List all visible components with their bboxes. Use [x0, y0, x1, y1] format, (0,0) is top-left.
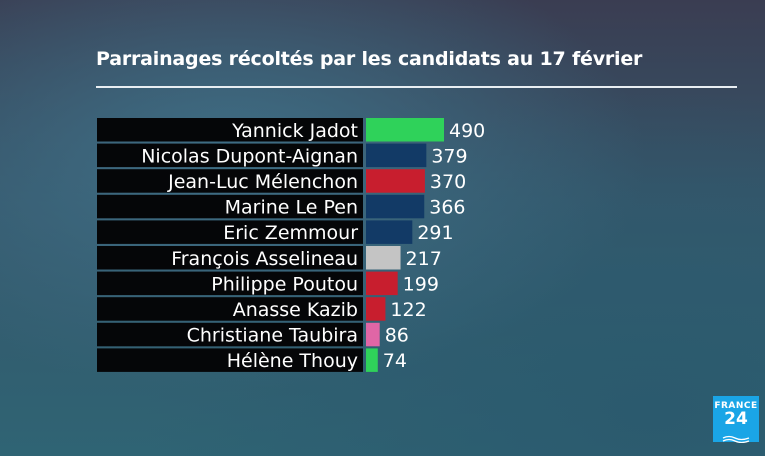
chart-title: Parrainages récoltés par les candidats a… — [96, 48, 643, 70]
category-label: Hélène Thouy — [227, 350, 358, 372]
france24-logo: FRANCE 24 — [713, 396, 759, 444]
value-label: 122 — [390, 299, 426, 321]
value-label: 86 — [385, 325, 409, 347]
title-divider — [96, 86, 737, 88]
bar — [366, 297, 386, 321]
category-label: Eric Zemmour — [223, 222, 358, 244]
logo-line2: 24 — [724, 409, 748, 429]
label-background — [97, 348, 363, 372]
label-background — [97, 220, 363, 244]
bar — [366, 322, 380, 347]
label-background — [97, 194, 363, 219]
waves-icon — [722, 435, 750, 444]
value-label: 490 — [449, 120, 485, 142]
value-label: 74 — [383, 350, 407, 372]
value-label: 217 — [406, 248, 442, 270]
category-label: Christiane Taubira — [187, 325, 358, 347]
category-label: François Asselineau — [171, 248, 358, 270]
category-label: Nicolas Dupont-Aignan — [141, 145, 358, 167]
category-label: Yannick Jadot — [231, 120, 358, 142]
bar — [366, 143, 427, 168]
logo-line1: FRANCE — [714, 401, 758, 411]
label-background — [97, 297, 363, 321]
label-background — [97, 143, 363, 168]
bar — [366, 118, 444, 142]
bar — [366, 220, 413, 244]
category-label: Anasse Kazib — [233, 299, 358, 321]
bar — [366, 194, 425, 219]
bar — [366, 348, 378, 372]
value-label: 366 — [429, 197, 465, 219]
label-background — [97, 169, 363, 193]
label-background — [97, 271, 363, 296]
bar — [366, 246, 401, 270]
value-label: 370 — [430, 171, 466, 193]
label-background — [97, 118, 363, 142]
category-label: Marine Le Pen — [225, 197, 358, 219]
value-label: 379 — [431, 145, 467, 167]
category-label: Philippe Poutou — [211, 273, 358, 295]
label-background — [97, 246, 363, 270]
category-label: Jean-Luc Mélenchon — [167, 171, 358, 193]
bar — [366, 271, 398, 296]
value-label: 291 — [417, 222, 453, 244]
label-background — [97, 322, 363, 347]
bar — [366, 169, 425, 193]
value-label: 199 — [403, 273, 439, 295]
